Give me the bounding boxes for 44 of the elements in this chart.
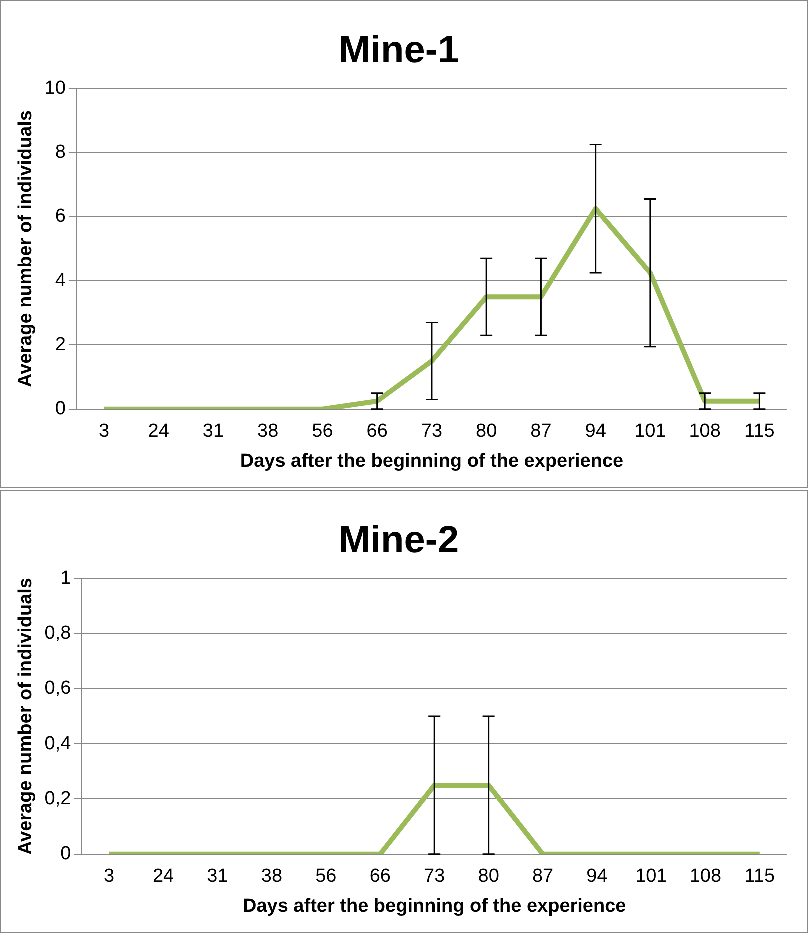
x-tick-label: 24 (148, 421, 170, 442)
x-tick-label: 80 (478, 866, 500, 888)
x-tick-label: 3 (98, 421, 110, 442)
x-tick-label: 56 (316, 866, 337, 888)
y-tick-label: 6 (55, 206, 66, 228)
x-tick-label: 94 (585, 421, 607, 442)
x-tick-label: 101 (634, 421, 666, 442)
x-tick-label: 3 (104, 866, 115, 888)
y-tick-label: 1 (60, 568, 72, 589)
x-tick-label: 73 (424, 866, 446, 888)
x-axis-title: Days after the beginning of the experience (242, 896, 626, 917)
x-tick-label: 31 (207, 866, 228, 888)
y-axis-title: Average number of individuals (16, 578, 37, 855)
y-tick-label: 8 (55, 142, 66, 163)
x-tick-label: 115 (744, 866, 776, 888)
y-tick-label: 0,6 (44, 678, 72, 700)
y-tick-label: 10 (44, 78, 66, 99)
x-tick-label: 73 (421, 421, 443, 442)
x-tick-label: 66 (370, 866, 391, 888)
x-tick-label: 108 (690, 866, 722, 888)
y-tick-label: 0,4 (44, 733, 72, 754)
x-tick-label: 31 (202, 421, 224, 442)
x-tick-label: 56 (312, 421, 334, 442)
x-tick-label: 94 (586, 866, 608, 888)
y-tick-label: 2 (55, 334, 66, 356)
y-tick-label: 4 (55, 270, 66, 292)
x-tick-label: 101 (636, 866, 668, 888)
chart-title: Mine-2 (338, 519, 460, 562)
y-tick-label: 0,8 (44, 622, 72, 644)
x-tick-label: 38 (258, 421, 279, 442)
x-tick-label: 24 (152, 866, 175, 888)
x-tick-label: 87 (530, 421, 552, 442)
chart-title: Mine-1 (338, 29, 460, 72)
x-tick-label: 38 (261, 866, 283, 888)
x-axis-title: Days after the beginning of the experience (240, 450, 624, 472)
y-tick-label: 0 (55, 398, 66, 420)
x-tick-label: 80 (476, 421, 498, 442)
y-axis-title: Average number of individuals (16, 110, 37, 388)
x-tick-label: 87 (532, 866, 554, 888)
y-tick-label: 0 (60, 844, 72, 865)
x-tick-label: 108 (689, 421, 721, 442)
x-tick-label: 115 (744, 421, 775, 442)
x-tick-label: 66 (366, 421, 388, 442)
y-tick-label: 0,2 (44, 788, 72, 810)
